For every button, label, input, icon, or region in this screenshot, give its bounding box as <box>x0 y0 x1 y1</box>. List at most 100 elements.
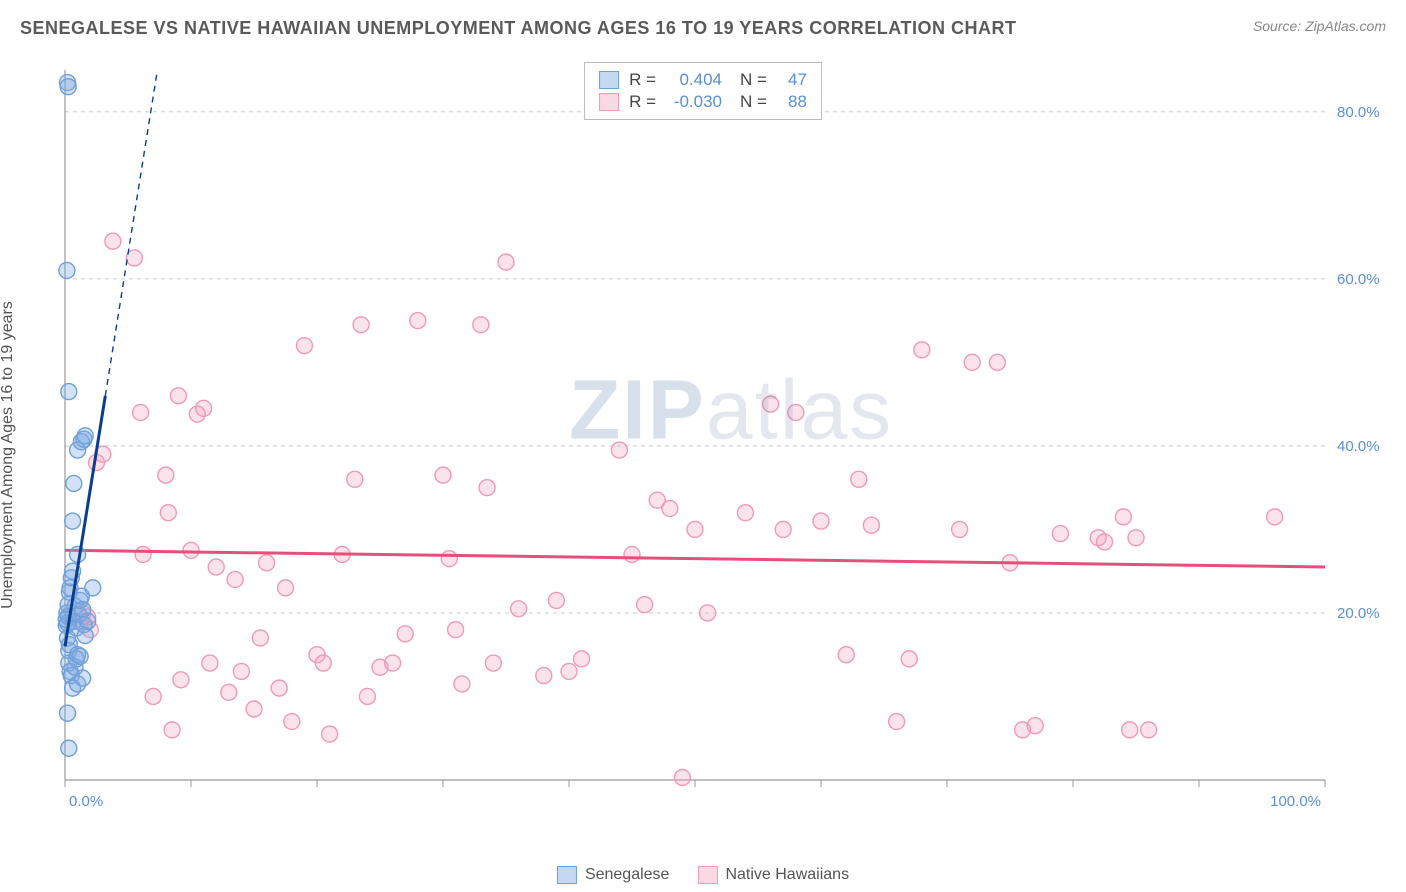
data-point-native_hawaiians <box>170 388 186 404</box>
data-point-senegalese <box>61 384 77 400</box>
y-axis-label: Unemployment Among Ages 16 to 19 years <box>0 301 17 609</box>
data-point-native_hawaiians <box>105 233 121 249</box>
data-point-native_hawaiians <box>271 680 287 696</box>
data-point-native_hawaiians <box>813 513 829 529</box>
data-point-native_hawaiians <box>989 354 1005 370</box>
data-point-senegalese <box>61 740 77 756</box>
data-point-senegalese <box>80 613 96 629</box>
source-label: Source: ZipAtlas.com <box>1253 18 1386 34</box>
data-point-native_hawaiians <box>202 655 218 671</box>
corr-legend-row: R = 0.404 N = 47 <box>599 69 807 91</box>
data-point-native_hawaiians <box>763 396 779 412</box>
y-tick-label: 40.0% <box>1337 438 1380 455</box>
data-point-native_hawaiians <box>164 722 180 738</box>
data-point-native_hawaiians <box>359 688 375 704</box>
data-point-native_hawaiians <box>410 313 426 329</box>
data-point-native_hawaiians <box>611 442 627 458</box>
data-point-native_hawaiians <box>353 317 369 333</box>
data-point-native_hawaiians <box>246 701 262 717</box>
r-label: R = <box>629 92 656 112</box>
data-point-native_hawaiians <box>1115 509 1131 525</box>
data-point-native_hawaiians <box>952 521 968 537</box>
legend-swatch <box>599 93 619 111</box>
n-value: 88 <box>777 92 807 112</box>
data-point-native_hawaiians <box>160 505 176 521</box>
data-point-native_hawaiians <box>278 580 294 596</box>
data-point-native_hawaiians <box>252 630 268 646</box>
data-point-native_hawaiians <box>385 655 401 671</box>
data-point-native_hawaiians <box>889 714 905 730</box>
scatter-chart-svg: 20.0% 40.0% 60.0% 80.0% 0.0% 100.0% <box>55 60 1385 820</box>
data-point-senegalese <box>72 648 88 664</box>
data-point-native_hawaiians <box>347 471 363 487</box>
legend-swatch <box>697 866 717 884</box>
y-tick-label: 60.0% <box>1337 271 1380 288</box>
data-point-native_hawaiians <box>454 676 470 692</box>
series-legend: Senegalese Native Hawaiians <box>557 866 849 884</box>
y-tick-label: 80.0% <box>1337 104 1380 121</box>
n-label: N = <box>740 70 767 90</box>
data-point-native_hawaiians <box>901 651 917 667</box>
data-point-native_hawaiians <box>662 501 678 517</box>
data-point-native_hawaiians <box>687 521 703 537</box>
data-point-native_hawaiians <box>485 655 501 671</box>
x-tick-label: 0.0% <box>69 793 103 810</box>
data-point-native_hawaiians <box>479 480 495 496</box>
data-point-native_hawaiians <box>1128 530 1144 546</box>
data-point-native_hawaiians <box>435 467 451 483</box>
legend-label: Native Hawaiians <box>725 866 849 884</box>
data-point-senegalese <box>85 580 101 596</box>
data-point-native_hawaiians <box>322 726 338 742</box>
data-point-native_hawaiians <box>561 663 577 679</box>
data-point-native_hawaiians <box>851 471 867 487</box>
corr-legend-row: R = -0.030 N = 88 <box>599 91 807 113</box>
chart-title: SENEGALESE VS NATIVE HAWAIIAN UNEMPLOYME… <box>20 18 1016 39</box>
data-point-native_hawaiians <box>863 517 879 533</box>
data-point-senegalese <box>77 627 93 643</box>
trend-line-native_hawaiians <box>65 550 1325 567</box>
data-point-native_hawaiians <box>397 626 413 642</box>
data-point-native_hawaiians <box>498 254 514 270</box>
data-point-native_hawaiians <box>574 651 590 667</box>
data-point-senegalese <box>66 475 82 491</box>
data-point-native_hawaiians <box>1027 718 1043 734</box>
n-value: 47 <box>777 70 807 90</box>
data-point-native_hawaiians <box>441 551 457 567</box>
data-point-native_hawaiians <box>1267 509 1283 525</box>
data-point-native_hawaiians <box>775 521 791 537</box>
data-point-native_hawaiians <box>135 546 151 562</box>
data-point-native_hawaiians <box>511 601 527 617</box>
data-point-native_hawaiians <box>737 505 753 521</box>
data-point-native_hawaiians <box>1122 722 1138 738</box>
data-point-senegalese <box>65 513 81 529</box>
data-point-native_hawaiians <box>548 592 564 608</box>
data-point-native_hawaiians <box>788 404 804 420</box>
n-label: N = <box>740 92 767 112</box>
legend-swatch <box>557 866 577 884</box>
data-point-native_hawaiians <box>227 572 243 588</box>
data-point-native_hawaiians <box>221 684 237 700</box>
r-value: -0.030 <box>666 92 722 112</box>
legend-swatch <box>599 71 619 89</box>
correlation-legend: R = 0.404 N = 47 R = -0.030 N = 88 <box>584 62 822 120</box>
r-value: 0.404 <box>666 70 722 90</box>
x-tick-label: 100.0% <box>1270 793 1321 810</box>
r-label: R = <box>629 70 656 90</box>
data-point-native_hawaiians <box>700 605 716 621</box>
data-point-native_hawaiians <box>208 559 224 575</box>
data-point-native_hawaiians <box>838 647 854 663</box>
data-point-native_hawaiians <box>674 769 690 785</box>
data-point-native_hawaiians <box>473 317 489 333</box>
data-point-native_hawaiians <box>196 400 212 416</box>
data-point-native_hawaiians <box>637 597 653 613</box>
data-point-native_hawaiians <box>1097 534 1113 550</box>
legend-item: Senegalese <box>557 866 670 884</box>
data-point-native_hawaiians <box>233 663 249 679</box>
data-point-native_hawaiians <box>1052 526 1068 542</box>
chart-area: 20.0% 40.0% 60.0% 80.0% 0.0% 100.0% <box>55 60 1385 820</box>
data-point-native_hawaiians <box>145 688 161 704</box>
y-tick-label: 20.0% <box>1337 605 1380 622</box>
data-point-native_hawaiians <box>158 467 174 483</box>
data-point-senegalese <box>60 705 76 721</box>
legend-label: Senegalese <box>585 866 670 884</box>
